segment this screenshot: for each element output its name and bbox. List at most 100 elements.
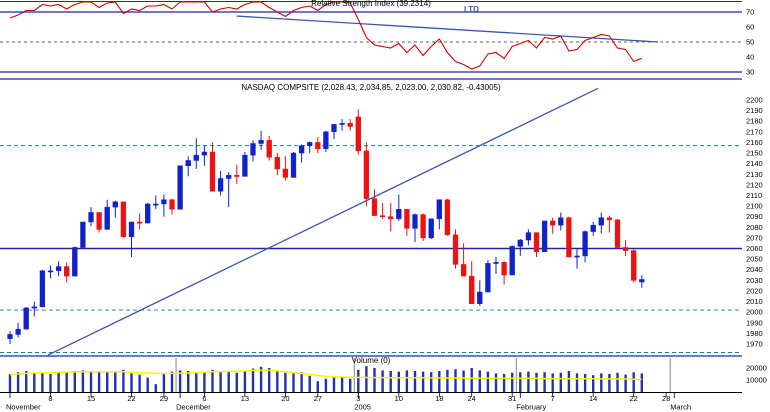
candle-body	[88, 212, 94, 223]
candle-body	[614, 219, 621, 248]
price-axis-label: 2080	[746, 223, 763, 232]
volume-bar	[178, 370, 182, 392]
candle-body	[298, 145, 305, 154]
candle-body	[7, 334, 13, 339]
candle-body	[574, 255, 580, 258]
month-axis-label: 2005	[354, 403, 371, 412]
price-axis-label: 2100	[746, 202, 763, 211]
volume-bar	[122, 369, 125, 392]
candle-body	[420, 214, 426, 239]
volume-bar	[106, 371, 109, 392]
volume-axis-label: 10000	[746, 376, 767, 385]
candle-body	[622, 247, 629, 251]
volume-bar	[381, 370, 384, 392]
volume-bar	[405, 370, 409, 392]
candle-body	[153, 203, 159, 206]
volume-bar	[33, 372, 36, 392]
date-axis-label: 3	[356, 394, 360, 403]
date-axis-label: 31	[508, 394, 516, 403]
volume-bar	[575, 373, 579, 392]
candle-body	[485, 263, 491, 293]
candle-body	[460, 264, 467, 277]
volume-bar	[284, 372, 287, 392]
month-axis-label: November	[6, 403, 41, 412]
volume-bar	[219, 371, 222, 392]
volume-bar	[235, 372, 238, 392]
rsi-axis-label: 40	[746, 53, 754, 62]
candle-body	[112, 201, 118, 208]
volume-bar	[349, 378, 352, 392]
volume-bar	[421, 371, 425, 392]
volume-bar	[73, 371, 76, 392]
candle-body	[15, 328, 21, 335]
rising-trendline	[47, 87, 599, 356]
date-axis-label: 22	[127, 394, 135, 403]
volume-bar	[65, 372, 68, 392]
volume-bar	[259, 366, 263, 392]
price-axis-label: 2140	[746, 159, 763, 168]
date-axis-label: 18	[435, 394, 443, 403]
volume-bar	[502, 374, 506, 392]
candle-body	[533, 232, 540, 252]
volume-bar	[397, 371, 400, 392]
month-axis-label: December	[176, 403, 211, 412]
candle-body	[104, 206, 110, 230]
volume-bar	[41, 373, 44, 392]
volume-bar	[89, 371, 93, 392]
candle-body	[331, 124, 337, 133]
candle-body	[566, 217, 572, 258]
volume-bar	[519, 372, 522, 392]
candle-body	[258, 140, 264, 144]
volume-bar	[470, 368, 473, 392]
rsi-axis-label: 30	[746, 68, 754, 77]
candle-body	[242, 154, 248, 177]
price-axis-label: 2190	[746, 106, 763, 115]
rsi-axis-label: 70	[746, 8, 754, 17]
candle-body	[185, 160, 191, 167]
volume-bar	[462, 370, 465, 392]
candle-body	[201, 151, 208, 156]
candle-body	[428, 218, 434, 239]
candle-body	[412, 214, 418, 229]
price-axis-label: 2130	[746, 170, 763, 179]
volume-bar	[243, 371, 247, 392]
date-axis-label: 27	[314, 394, 322, 403]
date-axis-label: 13	[241, 394, 249, 403]
volume-bar	[187, 371, 190, 392]
volume-bar	[551, 373, 554, 392]
price-axis-label: 2000	[746, 308, 763, 317]
volume-bar	[373, 368, 376, 392]
volume-bar	[81, 370, 85, 392]
candle-body	[23, 307, 29, 330]
date-axis-label: 15	[87, 394, 95, 403]
volume-bar	[16, 372, 20, 392]
price-axis-label: 2020	[746, 286, 763, 295]
volume-bar	[486, 371, 490, 392]
volume-bar	[162, 374, 166, 392]
date-axis-label: 29	[160, 394, 168, 403]
candle-body	[72, 247, 78, 277]
volume-bar	[527, 371, 530, 392]
volume-bar	[8, 374, 12, 392]
volume-bar	[454, 369, 457, 392]
volume-bar	[25, 371, 28, 392]
price-axis-label: 2160	[746, 138, 763, 147]
date-axis-label: 10	[395, 394, 403, 403]
volume-bar	[49, 374, 52, 392]
rsi-downtrend-line	[236, 15, 659, 43]
candle-body	[541, 220, 548, 252]
volume-bar	[308, 375, 311, 392]
candle-body	[582, 231, 588, 257]
candle-body	[47, 270, 54, 273]
candle-body	[169, 199, 175, 210]
volume-bar	[332, 377, 336, 392]
candle-body	[396, 209, 402, 220]
volume-bar	[251, 368, 255, 392]
candle-body	[96, 212, 102, 230]
date-axis-label: 6	[202, 394, 206, 403]
candle-body	[363, 150, 370, 199]
volume-bar	[567, 371, 571, 392]
candle-body	[39, 270, 46, 308]
candle-body	[315, 142, 321, 150]
